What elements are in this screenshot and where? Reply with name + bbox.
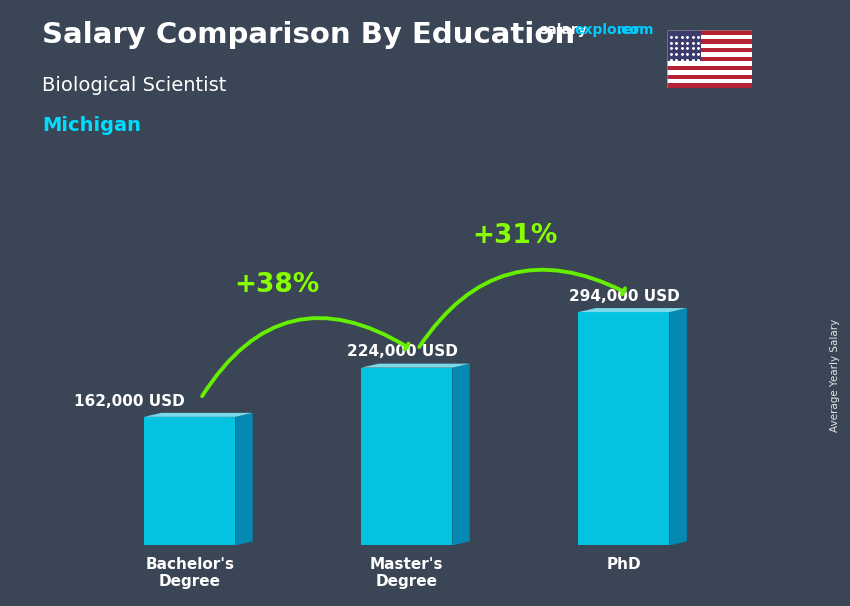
Text: +31%: +31%	[473, 223, 558, 248]
Polygon shape	[144, 413, 252, 417]
Polygon shape	[361, 364, 470, 368]
Bar	[667, 61, 752, 65]
Bar	[667, 30, 752, 35]
Text: 224,000 USD: 224,000 USD	[347, 344, 458, 359]
Text: .com: .com	[617, 23, 654, 37]
Bar	[667, 53, 752, 57]
Bar	[667, 48, 752, 53]
Text: Salary Comparison By Education: Salary Comparison By Education	[42, 21, 575, 49]
Bar	[667, 30, 701, 61]
FancyBboxPatch shape	[361, 368, 452, 545]
FancyBboxPatch shape	[144, 417, 235, 545]
Text: Biological Scientist: Biological Scientist	[42, 76, 227, 95]
Polygon shape	[452, 364, 470, 545]
Bar	[667, 57, 752, 61]
Text: Michigan: Michigan	[42, 116, 141, 135]
Bar	[667, 75, 752, 79]
Polygon shape	[235, 413, 252, 545]
Polygon shape	[578, 308, 687, 312]
Text: explorer: explorer	[575, 23, 641, 37]
Text: +38%: +38%	[234, 271, 320, 298]
Text: salary: salary	[540, 23, 587, 37]
Text: Average Yearly Salary: Average Yearly Salary	[830, 319, 840, 432]
Bar	[667, 65, 752, 70]
Text: 162,000 USD: 162,000 USD	[74, 393, 184, 408]
Bar	[667, 70, 752, 75]
Bar	[667, 84, 752, 88]
Polygon shape	[670, 308, 687, 545]
Bar	[667, 79, 752, 84]
Bar	[667, 35, 752, 39]
Bar	[667, 39, 752, 44]
Bar	[667, 44, 752, 48]
Text: 294,000 USD: 294,000 USD	[569, 288, 679, 304]
FancyBboxPatch shape	[578, 312, 670, 545]
